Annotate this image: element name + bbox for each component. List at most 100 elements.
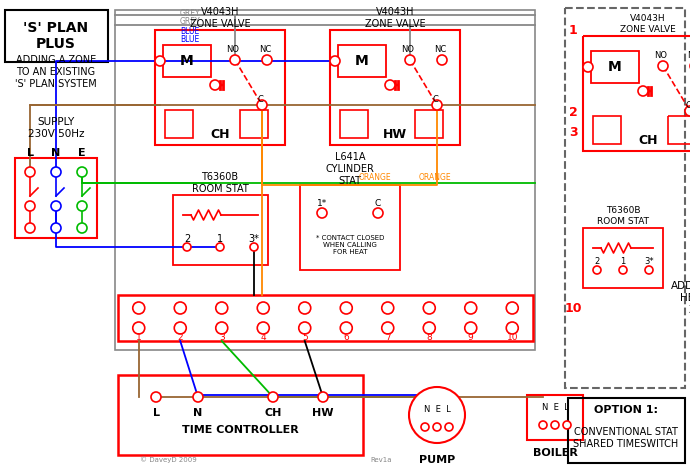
Text: C: C bbox=[432, 95, 438, 104]
Circle shape bbox=[25, 167, 35, 177]
Text: NO: NO bbox=[655, 51, 667, 60]
Text: NC: NC bbox=[434, 45, 446, 54]
Bar bbox=[115, 10, 535, 350]
Text: BLUE: BLUE bbox=[180, 36, 199, 44]
Circle shape bbox=[405, 55, 415, 65]
Circle shape bbox=[216, 302, 228, 314]
Text: * CONTACT CLOSED
WHEN CALLING
FOR HEAT: * CONTACT CLOSED WHEN CALLING FOR HEAT bbox=[316, 235, 384, 255]
Bar bbox=[583, 36, 690, 151]
Bar bbox=[173, 195, 268, 265]
Circle shape bbox=[382, 322, 394, 334]
Circle shape bbox=[432, 100, 442, 110]
Text: ORANGE: ORANGE bbox=[359, 174, 391, 183]
Circle shape bbox=[299, 302, 310, 314]
Bar bbox=[340, 110, 368, 138]
Bar bbox=[330, 30, 460, 145]
Circle shape bbox=[257, 302, 269, 314]
Text: CH: CH bbox=[638, 134, 658, 147]
Text: C: C bbox=[375, 198, 381, 207]
Circle shape bbox=[262, 55, 272, 65]
Text: 2: 2 bbox=[594, 257, 600, 266]
Bar bbox=[568, 398, 685, 463]
Circle shape bbox=[77, 167, 87, 177]
Text: NO: NO bbox=[402, 45, 415, 54]
Circle shape bbox=[132, 302, 145, 314]
Circle shape bbox=[318, 392, 328, 402]
Text: PUMP: PUMP bbox=[419, 455, 455, 465]
Text: 3: 3 bbox=[569, 126, 578, 139]
Bar bbox=[118, 295, 533, 341]
Text: Rev1a: Rev1a bbox=[370, 457, 391, 463]
Text: NC: NC bbox=[687, 51, 690, 60]
Circle shape bbox=[373, 208, 383, 218]
Circle shape bbox=[423, 302, 435, 314]
Text: 9: 9 bbox=[468, 334, 473, 343]
Bar bbox=[593, 116, 621, 144]
Circle shape bbox=[77, 223, 87, 233]
Text: N: N bbox=[51, 148, 61, 158]
Circle shape bbox=[210, 80, 220, 90]
Circle shape bbox=[551, 421, 559, 429]
Bar bbox=[155, 30, 285, 145]
Text: CONVENTIONAL STAT
SHARED TIMESWITCH: CONVENTIONAL STAT SHARED TIMESWITCH bbox=[573, 427, 679, 449]
Text: OPTION 1:: OPTION 1: bbox=[594, 405, 658, 415]
Circle shape bbox=[445, 423, 453, 431]
Circle shape bbox=[51, 167, 61, 177]
Circle shape bbox=[593, 266, 601, 274]
Text: TIME CONTROLLER: TIME CONTROLLER bbox=[181, 425, 298, 435]
Text: 3*: 3* bbox=[644, 257, 654, 266]
Text: 7: 7 bbox=[385, 334, 391, 343]
Text: M: M bbox=[355, 54, 369, 68]
Bar bbox=[163, 45, 211, 77]
Circle shape bbox=[638, 86, 648, 96]
Bar bbox=[565, 8, 685, 388]
Text: M: M bbox=[608, 60, 622, 74]
Circle shape bbox=[155, 56, 165, 66]
Circle shape bbox=[583, 62, 593, 72]
Bar bbox=[338, 45, 386, 77]
Text: 2: 2 bbox=[184, 234, 190, 244]
Text: M: M bbox=[180, 54, 194, 68]
Circle shape bbox=[257, 322, 269, 334]
Bar bbox=[15, 158, 97, 238]
Text: HW: HW bbox=[313, 408, 334, 418]
Text: T6360B
ROOM STAT: T6360B ROOM STAT bbox=[597, 206, 649, 226]
Text: ADDITIONAL
HEATING
ZONE: ADDITIONAL HEATING ZONE bbox=[671, 281, 690, 314]
Text: E: E bbox=[78, 148, 86, 158]
Text: BOILER: BOILER bbox=[533, 448, 578, 458]
Text: 1: 1 bbox=[569, 23, 578, 37]
Bar bbox=[415, 110, 443, 138]
Circle shape bbox=[465, 322, 477, 334]
Text: V4043H
ZONE VALVE: V4043H ZONE VALVE bbox=[620, 15, 676, 34]
Circle shape bbox=[151, 392, 161, 402]
Circle shape bbox=[51, 201, 61, 211]
Circle shape bbox=[183, 243, 191, 251]
Text: GREY: GREY bbox=[180, 17, 201, 27]
Text: CH: CH bbox=[264, 408, 282, 418]
Circle shape bbox=[216, 322, 228, 334]
Text: C: C bbox=[685, 102, 690, 110]
Circle shape bbox=[330, 56, 340, 66]
Circle shape bbox=[619, 266, 627, 274]
Text: 3: 3 bbox=[219, 334, 225, 343]
Text: N  E  L: N E L bbox=[424, 405, 451, 415]
Circle shape bbox=[257, 100, 267, 110]
Text: V4043H
ZONE VALVE: V4043H ZONE VALVE bbox=[365, 7, 425, 29]
Circle shape bbox=[437, 55, 447, 65]
Text: N  E  L: N E L bbox=[542, 402, 569, 411]
Text: GREY: GREY bbox=[180, 8, 201, 17]
Text: 2: 2 bbox=[569, 107, 578, 119]
Text: HW: HW bbox=[383, 129, 407, 141]
Circle shape bbox=[132, 322, 145, 334]
Bar bbox=[118, 375, 363, 455]
Circle shape bbox=[175, 302, 186, 314]
Text: 6: 6 bbox=[344, 334, 349, 343]
Text: CH: CH bbox=[210, 129, 230, 141]
Circle shape bbox=[645, 266, 653, 274]
Circle shape bbox=[230, 55, 240, 65]
Text: V4043H
ZONE VALVE: V4043H ZONE VALVE bbox=[190, 7, 250, 29]
Text: 1: 1 bbox=[217, 234, 223, 244]
Bar bbox=[240, 110, 268, 138]
Circle shape bbox=[506, 322, 518, 334]
Circle shape bbox=[25, 201, 35, 211]
